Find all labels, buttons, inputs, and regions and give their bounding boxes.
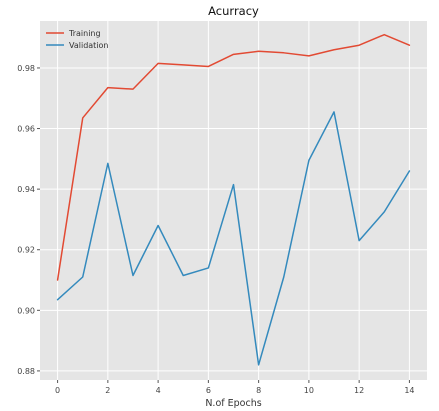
series-lines	[56, 33, 411, 366]
x-tick-label: 6	[206, 386, 211, 395]
grid-lines	[40, 21, 427, 380]
x-axis-ticks: 0 2 4 6 8 10 12 14	[55, 380, 415, 395]
x-tick-label: 4	[156, 386, 161, 395]
y-tick-label: 0.98	[17, 64, 35, 73]
y-axis-ticks: 0.88 0.90 0.92 0.94 0.96 0.98	[17, 64, 40, 376]
legend-label-validation: Validation	[69, 41, 109, 50]
x-tick-label: 2	[105, 386, 110, 395]
plot-area	[40, 21, 427, 380]
legend-label-training: Training	[68, 29, 101, 38]
y-tick-label: 0.88	[17, 367, 35, 376]
x-tick-label: 0	[55, 386, 60, 395]
x-axis-label: N.of Epochs	[205, 398, 261, 409]
y-tick-label: 0.90	[17, 306, 35, 315]
y-tick-label: 0.96	[17, 125, 35, 134]
y-tick-label: 0.92	[17, 246, 35, 255]
chart-legend: Training Validation	[46, 29, 109, 50]
x-tick-label: 8	[256, 386, 261, 395]
x-tick-label: 14	[404, 386, 414, 395]
x-tick-label: 10	[304, 386, 314, 395]
series-line-training	[56, 33, 411, 281]
y-tick-label: 0.94	[17, 185, 35, 194]
series-line-validation	[56, 111, 411, 366]
x-tick-label: 12	[354, 386, 364, 395]
chart-title: Acurracy	[208, 4, 259, 18]
